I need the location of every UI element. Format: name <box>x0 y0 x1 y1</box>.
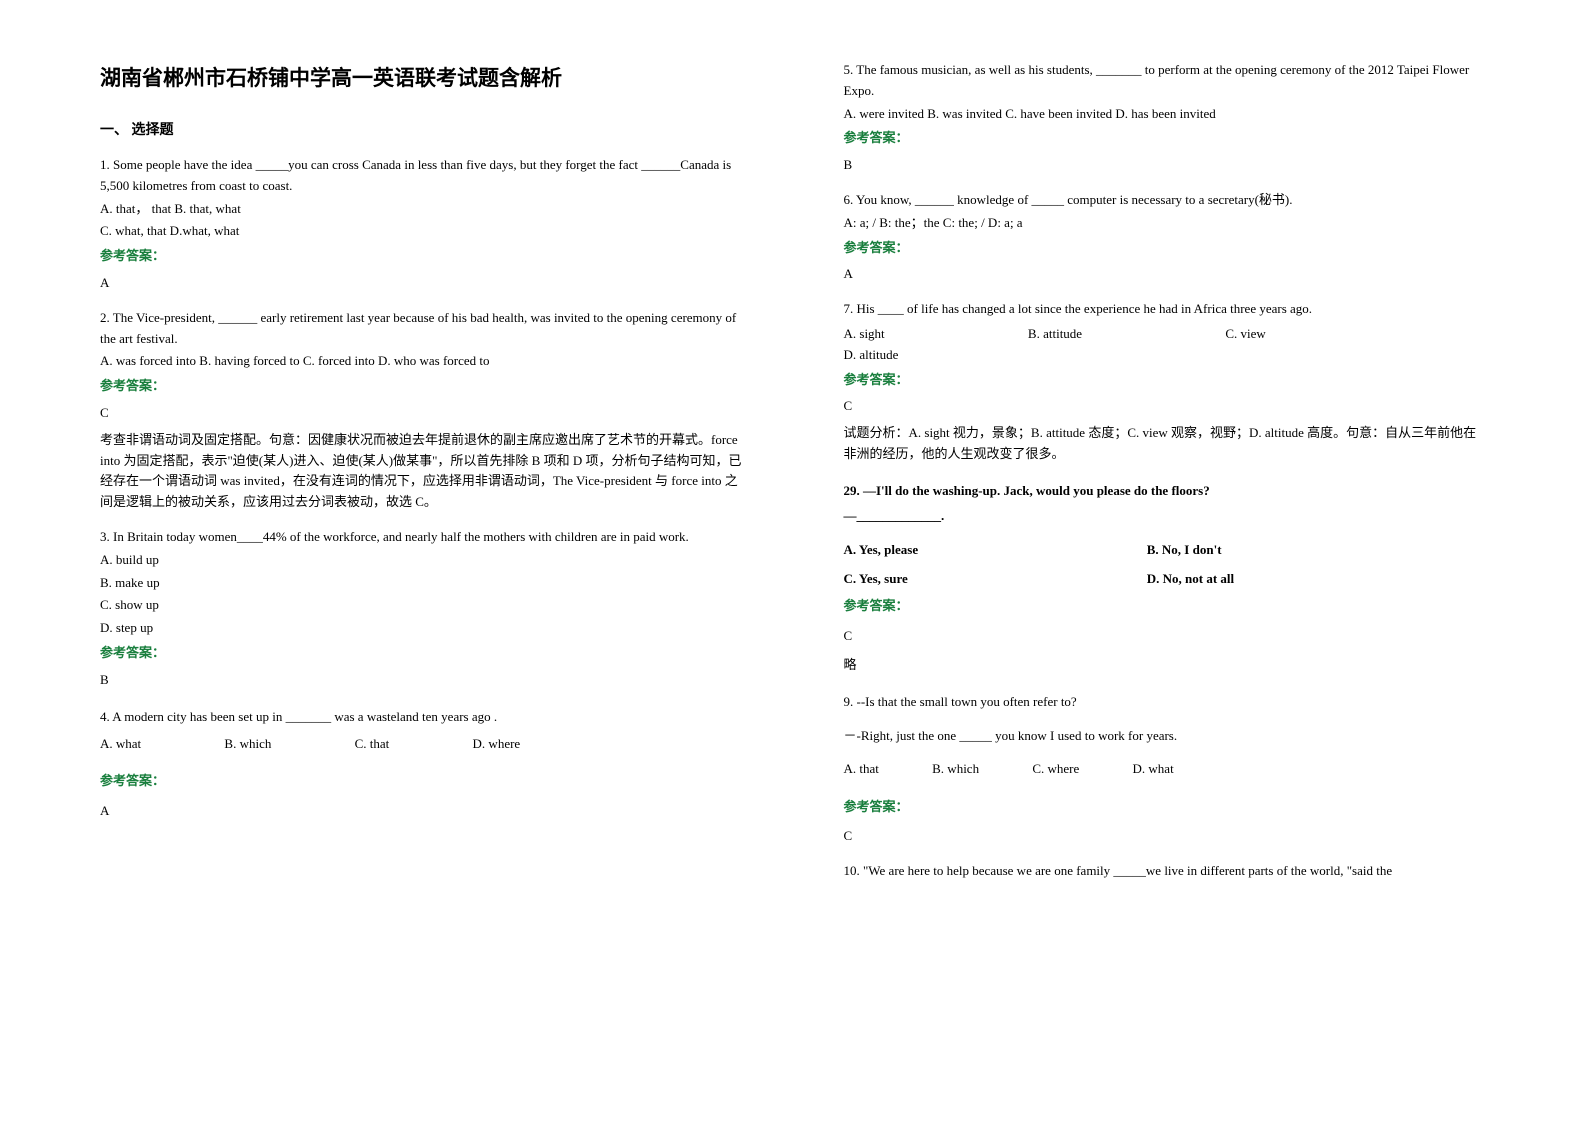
question-3: 3. In Britain today women____44% of the … <box>100 527 744 691</box>
q2-options: A. was forced into B. having forced to C… <box>100 351 744 372</box>
q29-note: 略 <box>844 653 1488 676</box>
q7-options: A. sight B. attitude C. view D. altitude <box>844 324 1488 366</box>
question-5: 5. The famous musician, as well as his s… <box>844 60 1488 176</box>
q4-answer: A <box>100 799 744 822</box>
q6-answer: A <box>844 264 1488 285</box>
q4-options: A. what B. which C. that D. where <box>100 732 744 755</box>
q9-option-b: B. which <box>932 757 979 780</box>
q3-answer: B <box>100 670 744 691</box>
q9-answer: C <box>844 824 1488 847</box>
q1-answer: A <box>100 273 744 294</box>
q3-option-a: A. build up <box>100 550 744 571</box>
page-title: 湖南省郴州市石桥铺中学高一英语联考试题含解析 <box>100 60 744 98</box>
q29-text: 29. —I'll do the washing-up. Jack, would… <box>844 479 1488 502</box>
q9-option-a: A. that <box>844 757 879 780</box>
q29-option-b: B. No, I don't <box>1147 538 1222 561</box>
q29-text2: —_____________. <box>844 504 1488 527</box>
q7-option-a: A. sight <box>844 324 885 345</box>
answer-label: 参考答案： <box>100 246 744 267</box>
answer-label: 参考答案： <box>844 238 1488 259</box>
q29-option-d: D. No, not at all <box>1147 567 1234 590</box>
q5-text: 5. The famous musician, as well as his s… <box>844 60 1488 102</box>
q1-option-c: C. what, that D.what, what <box>100 221 744 242</box>
q4-option-b: B. which <box>224 732 271 755</box>
q3-option-d: D. step up <box>100 618 744 639</box>
q9-text2: －-Right, just the one _____ you know I u… <box>844 724 1488 747</box>
q1-option-a: A. that， that B. that, what <box>100 199 744 220</box>
q6-options: A: a; / B: the；the C: the; / D: a; a <box>844 213 1488 234</box>
q3-option-c: C. show up <box>100 595 744 616</box>
q7-answer: C <box>844 396 1488 417</box>
q4-option-a: A. what <box>100 732 141 755</box>
answer-label: 参考答案： <box>844 128 1488 149</box>
q10-text: 10. "We are here to help because we are … <box>844 861 1488 882</box>
answer-label: 参考答案： <box>844 370 1488 391</box>
answer-label: 参考答案： <box>100 376 744 397</box>
answer-label: 参考答案： <box>844 594 1488 617</box>
q9-option-c: C. where <box>1032 757 1079 780</box>
q3-option-b: B. make up <box>100 573 744 594</box>
q29-answer: C <box>844 624 1488 647</box>
q3-text: 3. In Britain today women____44% of the … <box>100 527 744 548</box>
q29-option-a: A. Yes, please <box>844 538 1064 561</box>
q6-text: 6. You know, ______ knowledge of _____ c… <box>844 190 1488 211</box>
q29-option-c: C. Yes, sure <box>844 567 1064 590</box>
q29-options-row1: A. Yes, please B. No, I don't <box>844 538 1488 561</box>
q5-answer: B <box>844 155 1488 176</box>
answer-label: 参考答案： <box>844 795 1488 818</box>
q4-option-d: D. where <box>473 732 521 755</box>
q7-option-c: C. view <box>1225 324 1265 345</box>
q9-text: 9. --Is that the small town you often re… <box>844 690 1488 713</box>
q29-options-row2: C. Yes, sure D. No, not at all <box>844 567 1488 590</box>
q9-option-d: D. what <box>1133 757 1174 780</box>
question-2: 2. The Vice-president, ______ early reti… <box>100 308 744 513</box>
question-7: 7. His ____ of life has changed a lot si… <box>844 299 1488 465</box>
question-4: 4. A modern city has been set up in ____… <box>100 705 744 823</box>
q2-answer: C <box>100 403 744 424</box>
q2-text: 2. The Vice-president, ______ early reti… <box>100 308 744 350</box>
q4-text: 4. A modern city has been set up in ____… <box>100 705 744 728</box>
question-29: 29. —I'll do the washing-up. Jack, would… <box>844 479 1488 677</box>
answer-label: 参考答案： <box>100 769 744 792</box>
q4-option-c: C. that <box>355 732 390 755</box>
question-10: 10. "We are here to help because we are … <box>844 861 1488 882</box>
q9-options: A. that B. which C. where D. what <box>844 757 1488 780</box>
question-1: 1. Some people have the idea _____you ca… <box>100 155 744 294</box>
q7-option-b: B. attitude <box>1028 324 1082 345</box>
q7-text: 7. His ____ of life has changed a lot si… <box>844 299 1488 320</box>
q1-text: 1. Some people have the idea _____you ca… <box>100 155 744 197</box>
q7-option-d: D. altitude <box>844 345 899 366</box>
question-9: 9. --Is that the small town you often re… <box>844 690 1488 847</box>
section-header: 一、 选择题 <box>100 118 744 143</box>
question-6: 6. You know, ______ knowledge of _____ c… <box>844 190 1488 285</box>
q2-explanation: 考查非谓语动词及固定搭配。句意：因健康状况而被迫去年提前退休的副主席应邀出席了艺… <box>100 430 744 513</box>
q7-explanation: 试题分析：A. sight 视力，景象；B. attitude 态度；C. vi… <box>844 423 1488 465</box>
q5-options: A. were invited B. was invited C. have b… <box>844 104 1488 125</box>
answer-label: 参考答案： <box>100 643 744 664</box>
